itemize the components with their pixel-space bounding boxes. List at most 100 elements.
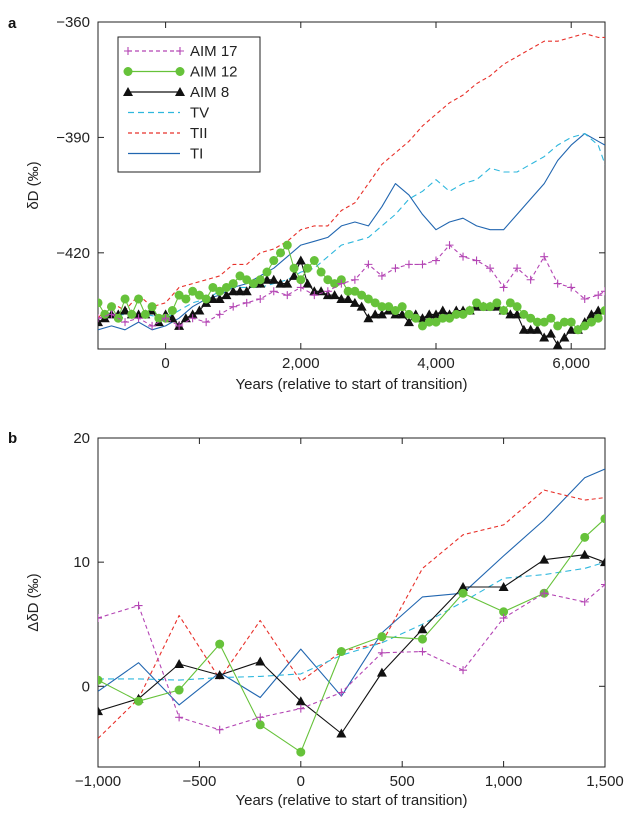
marker-plus [513, 264, 522, 273]
x-tick-label: 1,000 [485, 773, 523, 790]
x-tick-label: 4,000 [417, 355, 455, 372]
marker-triangle [539, 554, 550, 564]
series-aim-8 [98, 549, 605, 738]
marker-plus [175, 321, 184, 330]
marker-plus [459, 252, 468, 261]
marker-circle [445, 313, 455, 323]
marker-circle [573, 325, 583, 335]
marker-triangle [417, 313, 428, 323]
y-tick-label: −390 [56, 129, 90, 146]
marker-plus [499, 283, 508, 292]
marker-triangle [174, 658, 185, 668]
series-aim-17 [98, 241, 605, 330]
marker-plus [202, 318, 211, 327]
plot-area [98, 32, 605, 349]
y-tick-label: 0 [82, 678, 90, 695]
x-tick-label: 0 [297, 773, 305, 790]
x-axis-label: Years (relative to start of transition) [235, 792, 467, 809]
marker-triangle [376, 309, 387, 319]
marker-circle [282, 240, 292, 250]
marker-triangle [518, 324, 529, 334]
series-tii [98, 32, 605, 319]
marker-triangle [336, 728, 347, 738]
marker-circle [526, 313, 536, 323]
marker-plus [445, 241, 454, 250]
marker-plus [283, 291, 292, 300]
marker-triangle [356, 301, 367, 311]
marker-plus [229, 302, 238, 311]
marker-triangle [376, 667, 387, 677]
marker-triangle [363, 313, 374, 323]
marker-circle [215, 286, 225, 296]
legend-item: TV [128, 105, 209, 122]
marker-circle [175, 67, 185, 77]
marker-triangle [458, 581, 469, 591]
legend-label: AIM 8 [190, 84, 229, 101]
chart-panel-a: a 0 2,000 4,000 6,000 −360 −390 −420 Years (rela… [8, 14, 606, 393]
marker-circle [350, 286, 360, 296]
marker-triangle [532, 324, 543, 334]
marker-circle [98, 675, 103, 685]
x-tick-label: 2,000 [282, 355, 320, 372]
marker-circle [262, 267, 272, 277]
plot-frame [97, 21, 606, 350]
marker-circle [235, 271, 245, 281]
marker-plus [98, 614, 102, 623]
legend-item: AIM 17 [124, 43, 238, 60]
x-tick-label: −1,000 [75, 773, 121, 790]
marker-triangle [167, 313, 178, 323]
marker-circle [134, 294, 144, 304]
marker-circle [512, 302, 522, 312]
y-axis-label: δD (‰) [25, 161, 42, 209]
series-aim-12 [98, 514, 605, 757]
marker-circle [492, 298, 502, 308]
marker-circle [194, 290, 204, 300]
marker-circle [181, 294, 191, 304]
marker-circle [296, 747, 306, 757]
marker-plus [580, 294, 589, 303]
marker-triangle [370, 309, 381, 319]
marker-circle [336, 647, 346, 657]
marker-plus [175, 713, 184, 722]
marker-triangle [98, 706, 103, 716]
marker-circle [417, 634, 427, 644]
marker-triangle [559, 332, 570, 342]
x-tick-label: 6,000 [552, 355, 590, 372]
marker-circle [458, 309, 468, 319]
marker-plus [526, 275, 535, 284]
marker-triangle [545, 328, 556, 338]
marker-circle [431, 317, 441, 327]
legend-label: TII [190, 125, 208, 142]
marker-triangle [424, 309, 435, 319]
legend-item: TI [128, 146, 203, 163]
marker-triangle [175, 87, 185, 96]
marker-circle [98, 298, 103, 308]
marker-triangle [221, 290, 232, 300]
marker-circle [107, 302, 117, 312]
marker-circle [580, 321, 590, 331]
legend: AIM 17 AIM 12 AIM 8 TV TII TI [117, 36, 261, 173]
marker-plus [148, 321, 157, 330]
marker-circle [377, 632, 387, 642]
marker-triangle [316, 286, 327, 296]
marker-triangle [302, 278, 313, 288]
y-tick-label: 20 [73, 430, 90, 447]
marker-circle [289, 263, 299, 273]
legend-item: TII [128, 125, 208, 142]
marker-plus [499, 614, 508, 623]
series-ti [98, 468, 605, 706]
marker-plus [256, 294, 265, 303]
series-aim-12 [98, 240, 605, 335]
marker-plus [364, 260, 373, 269]
x-tick-label: 1,500 [586, 773, 624, 790]
series-aim-8 [98, 255, 605, 349]
marker-circle [269, 256, 279, 266]
marker-triangle [214, 670, 225, 680]
marker-plus [323, 287, 332, 296]
legend-label: TV [190, 105, 209, 122]
x-axis-label: Years (relative to start of transition) [235, 376, 467, 393]
marker-triangle [397, 309, 408, 319]
series-ti [98, 133, 605, 331]
marker-plus [124, 47, 132, 55]
